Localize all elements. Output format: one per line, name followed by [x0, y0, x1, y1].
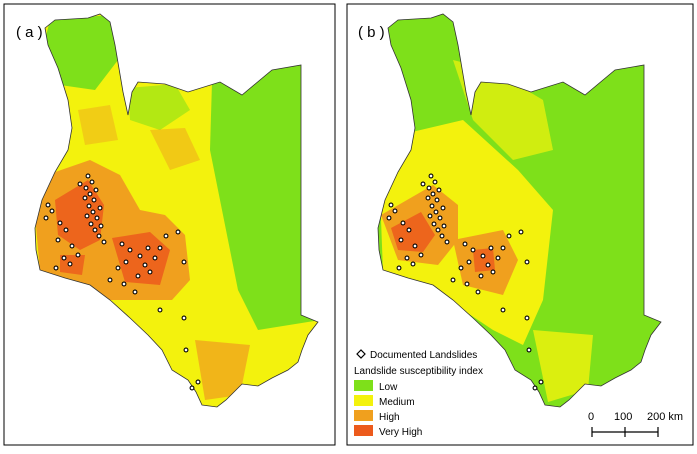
scale-tick-100: 100	[614, 411, 632, 423]
legend-swatch-medium	[354, 395, 373, 406]
legend-swatch-low	[354, 380, 373, 391]
legend-class-high: High	[354, 410, 400, 423]
legend-landslide-entry: Documented Landslides	[356, 349, 477, 361]
legend-label-high: High	[379, 412, 400, 423]
panel-b: ( b )	[346, 3, 694, 446]
legend-swatch-very-high	[354, 425, 373, 436]
legend-label-low: Low	[379, 382, 398, 393]
panel-a-label: ( a )	[16, 24, 43, 41]
panel-b-label: ( b )	[358, 24, 385, 41]
landslide-marker-icon	[356, 349, 366, 359]
scale-tick-0: 0	[588, 411, 594, 423]
legend-class-medium: Medium	[354, 395, 415, 408]
legend-landslides-label: Documented Landslides	[370, 350, 477, 361]
legend-class-low: Low	[354, 380, 398, 393]
legend-swatch-high	[354, 410, 373, 421]
scale-tick-200: 200 km	[647, 411, 683, 423]
legend-class-very-high: Very High	[354, 425, 422, 438]
scale-bar: 0 100 200 km	[588, 411, 683, 437]
legend-label-very-high: Very High	[379, 427, 422, 438]
legend-label-medium: Medium	[379, 397, 415, 408]
legend-title: Landslide susceptibility index	[354, 366, 483, 377]
panel-a: ( a )	[3, 3, 336, 446]
legend: Documented Landslides Landslide suscepti…	[354, 349, 483, 438]
